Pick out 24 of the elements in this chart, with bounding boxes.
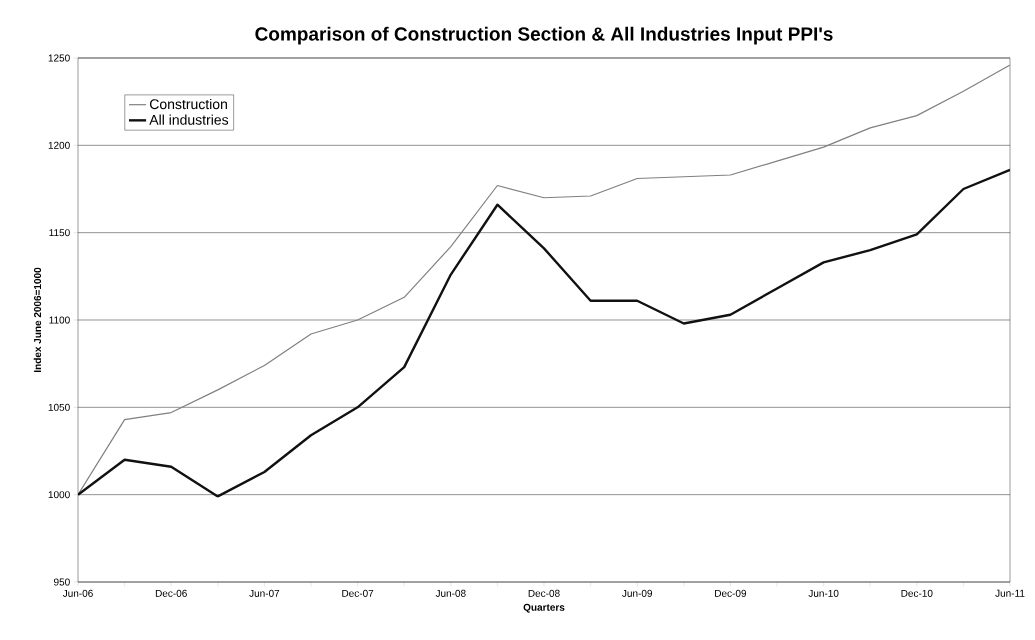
x-tick-label: Jun-08 [435,589,466,597]
chart-title: Comparison of Construction Section & All Industries Input PPI's [255,26,833,45]
x-tick-label: Dec-08 [528,589,560,597]
x-tick-label: Jun-07 [249,589,280,597]
x-tick-label: Jun-11 [995,589,1025,597]
x-axis-title: Quarters [523,603,565,613]
x-tick-label: Jun-09 [622,589,653,597]
x-tick-label: Jun-10 [808,589,839,597]
y-tick-label: 1050 [48,403,70,411]
y-tick-label: 1200 [48,141,70,149]
x-tick-label: Dec-09 [715,589,747,597]
y-tick-label: 1100 [49,316,70,324]
legend-label: Construction [149,98,227,110]
line-series [78,168,1011,498]
y-tick-label: 1150 [49,229,70,237]
y-axis-title: Index June 2006=1000 [33,267,42,372]
y-tick-label: 950 [53,578,70,586]
x-tick-label: Dec-07 [342,589,374,597]
x-tick-label: Jun-06 [62,589,93,597]
y-tick-label: 1000 [48,491,70,499]
x-tick-label: Dec-10 [901,589,933,597]
x-tick-label: Dec-06 [155,589,187,597]
y-tick-label: 1250 [48,54,70,62]
legend-label: All industries [149,114,229,125]
